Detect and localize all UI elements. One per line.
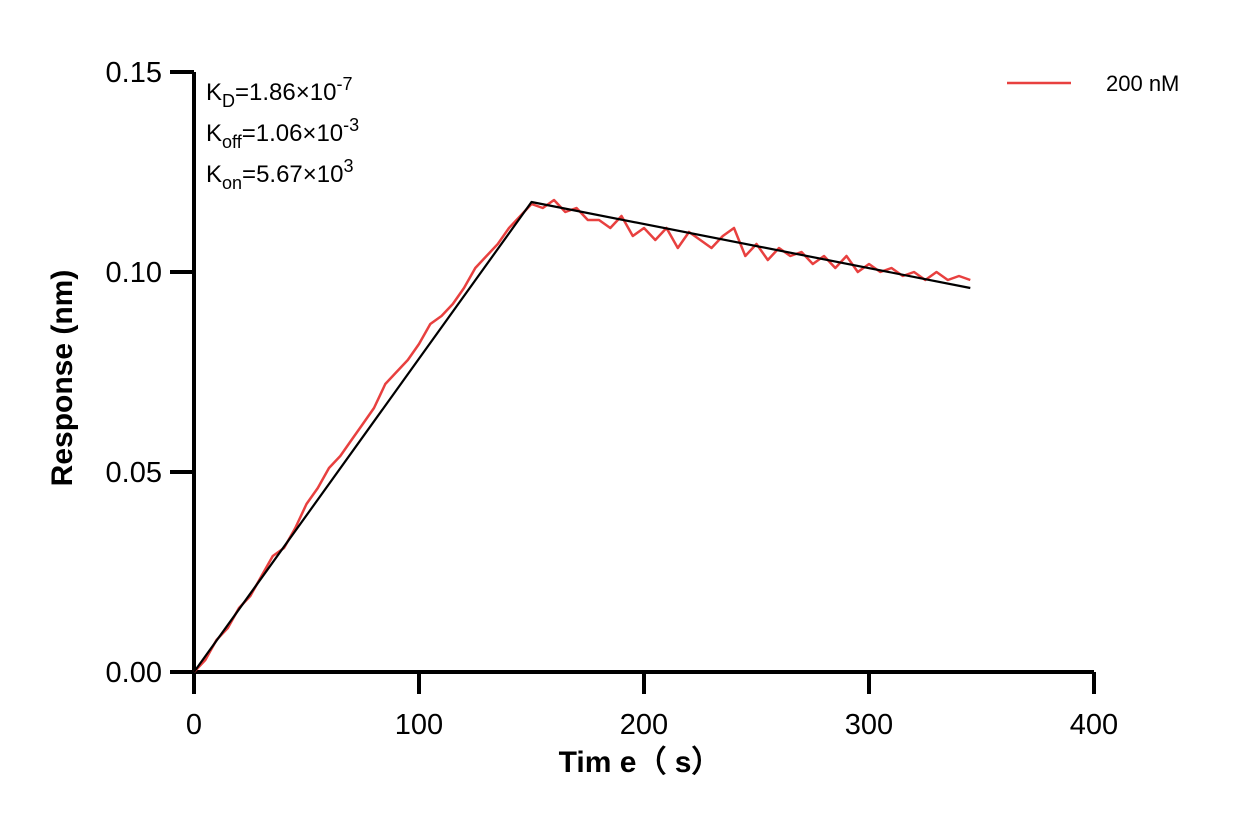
series-group bbox=[193, 198, 971, 673]
x-ticks: 0 100 200 300 400 bbox=[186, 672, 1118, 741]
y-tick-label: 0.15 bbox=[106, 57, 162, 89]
y-tick-label: 0.05 bbox=[106, 457, 162, 489]
fit-line bbox=[193, 200, 971, 673]
kinetic-annotation: Kon=5.67×103 bbox=[206, 156, 354, 193]
x-tick-label: 400 bbox=[1070, 709, 1118, 741]
y-axis-title: Response (nm) bbox=[46, 270, 79, 487]
x-tick-label: 100 bbox=[395, 709, 443, 741]
kinetic-annotation: Koff=1.06×10-3 bbox=[206, 115, 359, 152]
x-tick-label: 0 bbox=[186, 709, 202, 741]
legend-label: 200 nM bbox=[1106, 71, 1179, 96]
legend: 200 nM bbox=[1007, 71, 1179, 96]
x-tick-label: 200 bbox=[620, 709, 668, 741]
x-axis-title: Tim e（ s） bbox=[559, 745, 722, 779]
kinetics-annotations: KD=1.86×10-7 Koff=1.06×10-3 Kon=5.67×103 bbox=[206, 74, 359, 193]
kinetic-annotation: KD=1.86×10-7 bbox=[206, 74, 352, 111]
y-tick-label: 0.10 bbox=[106, 257, 162, 289]
series-line-200nm bbox=[193, 198, 971, 673]
y-tick-label: 0.00 bbox=[106, 657, 162, 689]
x-tick-label: 300 bbox=[845, 709, 893, 741]
y-ticks: 0.00 0.05 0.10 0.15 bbox=[106, 57, 194, 689]
